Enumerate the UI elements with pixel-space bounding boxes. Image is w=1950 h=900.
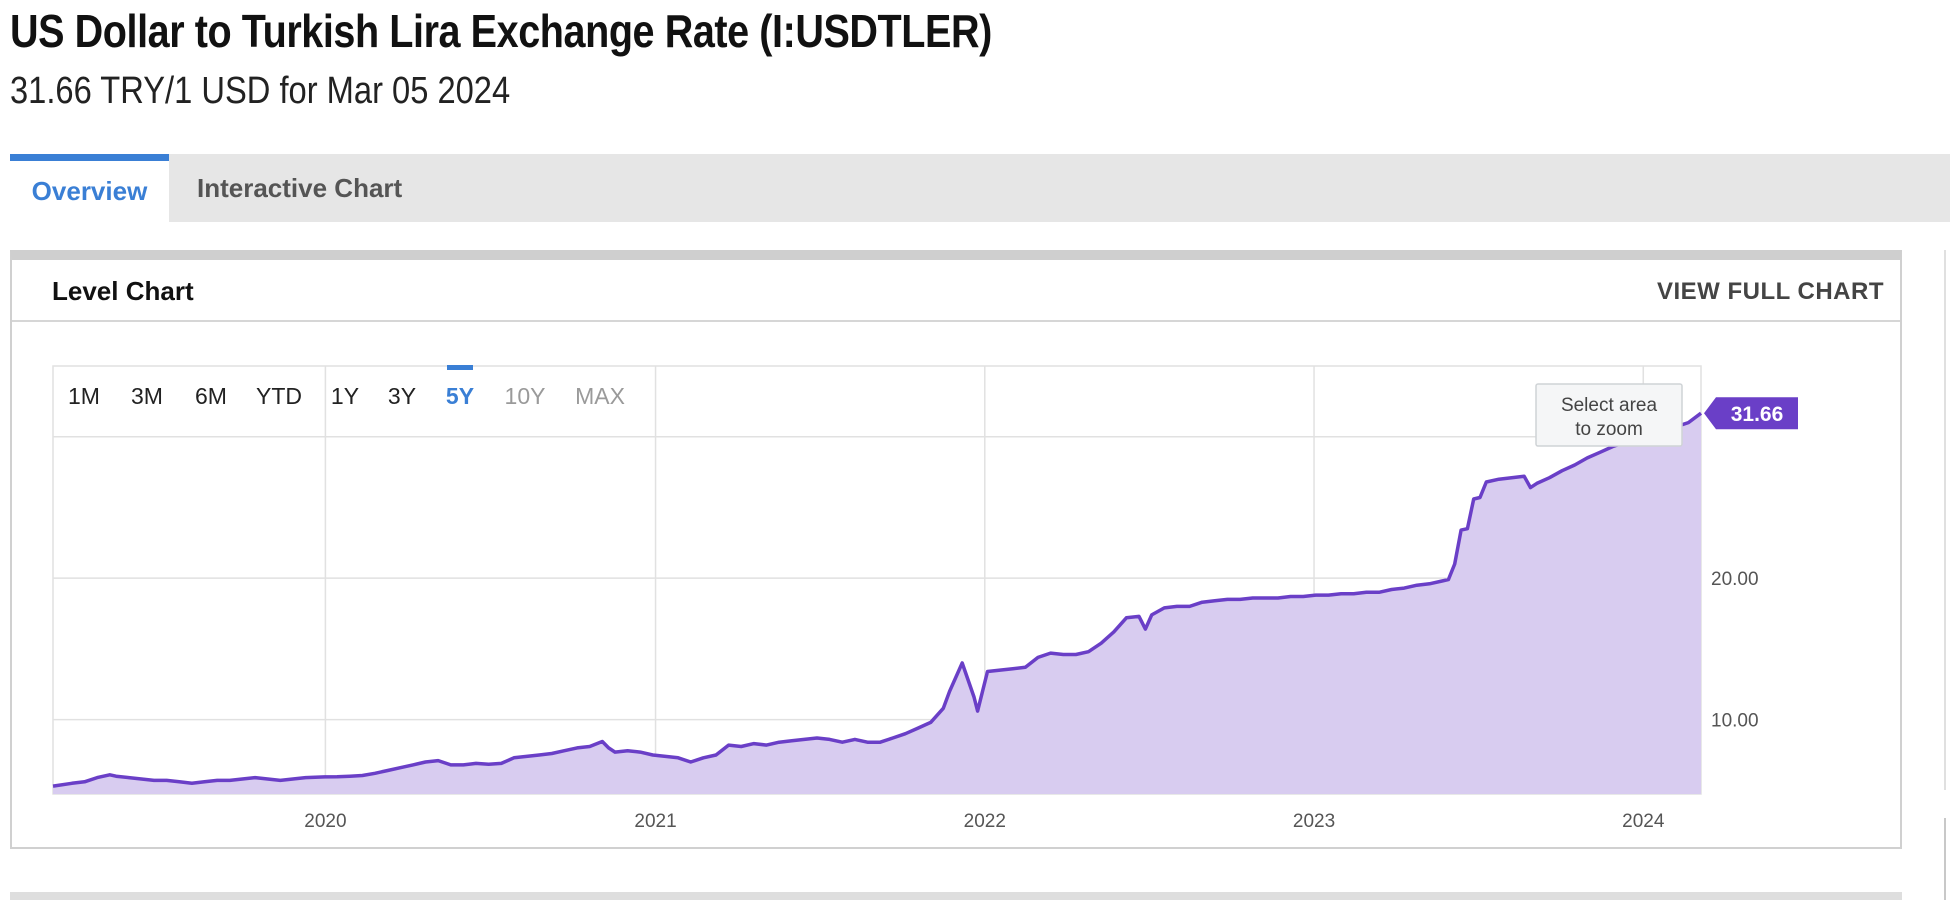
tab-bar: Overview Interactive Chart xyxy=(10,154,1950,222)
range-button-3y[interactable]: 3Y xyxy=(388,383,416,409)
x-tick-label: 2021 xyxy=(634,811,676,832)
x-axis: 2020 2021 2022 2023 2024 xyxy=(304,811,1665,832)
side-panel-edge-lower xyxy=(1944,818,1950,900)
zoom-hint: Select area to zoom xyxy=(1535,383,1683,447)
next-card-edge xyxy=(10,892,1902,900)
tab-interactive-chart[interactable]: Interactive Chart xyxy=(197,173,403,203)
zoom-hint-line2: to zoom xyxy=(1575,419,1643,440)
page-subtitle: 31.66 TRY/1 USD for Mar 05 2024 xyxy=(10,70,511,112)
x-tick-label: 2020 xyxy=(304,811,346,832)
range-button-6m[interactable]: 6M xyxy=(195,383,227,409)
range-button-max[interactable]: MAX xyxy=(575,383,625,409)
last-value-marker: 31.66 xyxy=(1704,397,1798,430)
range-selector: 1M 3M 6M YTD 1Y 3Y 5Y 10Y MAX xyxy=(68,365,625,409)
last-value-label: 31.66 xyxy=(1731,403,1784,426)
side-panel-edge xyxy=(1944,250,1950,790)
series-area xyxy=(53,413,1701,794)
x-tick-label: 2024 xyxy=(1622,811,1665,832)
x-tick-label: 2022 xyxy=(964,811,1006,832)
y-tick-label: 20.00 xyxy=(1711,569,1759,590)
y-axis: 10.00 20.00 xyxy=(1711,569,1759,731)
x-tick-label: 2023 xyxy=(1293,811,1335,832)
range-button-5y[interactable]: 5Y xyxy=(446,383,474,409)
page-title: US Dollar to Turkish Lira Exchange Rate … xyxy=(10,5,992,57)
range-button-1y[interactable]: 1Y xyxy=(331,383,359,409)
range-button-10y[interactable]: 10Y xyxy=(505,383,546,409)
active-range-indicator xyxy=(447,365,473,370)
view-full-chart-link[interactable]: VIEW FULL CHART xyxy=(1656,278,1884,305)
card-header: Level Chart VIEW FULL CHART xyxy=(12,260,1900,322)
tab-overview[interactable]: Overview xyxy=(10,154,169,222)
range-button-ytd[interactable]: YTD xyxy=(256,383,302,409)
zoom-hint-line1: Select area xyxy=(1561,395,1658,416)
last-value-flag xyxy=(1704,397,1798,430)
range-button-1m[interactable]: 1M xyxy=(68,383,100,409)
range-button-3m[interactable]: 3M xyxy=(131,383,163,409)
card-title: Level Chart xyxy=(52,276,194,306)
series-line[interactable] xyxy=(52,411,1703,788)
y-tick-label: 10.00 xyxy=(1711,711,1759,732)
